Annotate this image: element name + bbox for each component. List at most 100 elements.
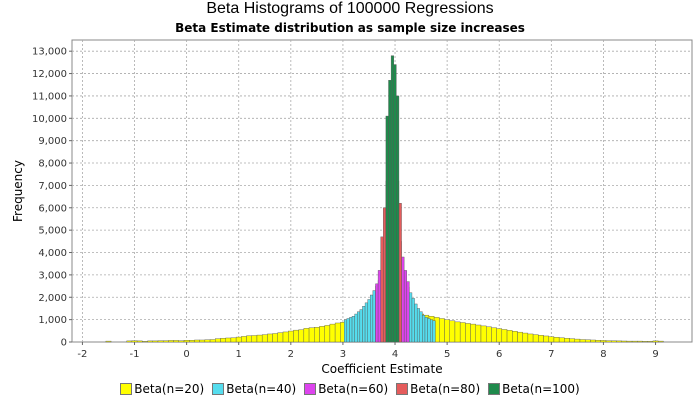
y-tick-label: 11,000 <box>32 91 67 102</box>
bar-series-1 <box>621 340 628 343</box>
bar-series-2 <box>364 302 368 343</box>
bar-series-1 <box>506 330 513 343</box>
bar-series-1 <box>642 341 648 343</box>
legend-item: Beta(n=100) <box>488 382 580 396</box>
y-tick-label: 0 <box>61 338 67 349</box>
bar-series-1 <box>288 330 294 343</box>
bar-series-3 <box>403 270 407 343</box>
x-tick-label: -2 <box>77 349 87 360</box>
bar-series-1 <box>486 326 492 343</box>
bar-series-1 <box>501 329 508 343</box>
chart-subtitle: Beta Estimate distribution as sample siz… <box>175 21 525 35</box>
x-tick-label: 6 <box>496 349 502 360</box>
bar-series-1 <box>657 340 664 343</box>
bar-series-1 <box>491 327 497 343</box>
bar-series-3 <box>375 283 379 343</box>
bar-series-1 <box>579 339 586 343</box>
bar-series-5 <box>393 64 397 343</box>
legend-swatch <box>304 383 317 395</box>
bar-series-1 <box>496 328 503 343</box>
bar-series-1 <box>590 339 596 343</box>
bar-series-2 <box>427 318 431 343</box>
bar-series-1 <box>314 327 320 343</box>
bar-series-1 <box>173 340 180 343</box>
bar-series-1 <box>293 329 299 343</box>
bar-series-1 <box>631 340 638 343</box>
bar-series-2 <box>349 317 353 343</box>
bar-series-1 <box>267 333 273 343</box>
bar-series-1 <box>459 322 466 343</box>
y-tick-label: 7,000 <box>38 181 67 192</box>
x-tick-label: 3 <box>340 349 346 360</box>
bar-series-1 <box>538 335 544 343</box>
bar-series-1 <box>136 340 143 343</box>
y-tick-label: 10,000 <box>32 114 67 125</box>
legend-swatch <box>396 383 409 395</box>
bar-series-1 <box>105 340 112 343</box>
y-tick-label: 5,000 <box>38 226 67 237</box>
bar-series-1 <box>256 334 263 343</box>
x-tick-label: 2 <box>288 349 294 360</box>
bar-series-1 <box>454 321 461 343</box>
bar-series-4 <box>380 236 384 343</box>
bar-series-1 <box>178 340 185 343</box>
bar-series-1 <box>611 340 617 343</box>
bar-series-1 <box>652 340 659 343</box>
x-tick-label: 4 <box>392 349 398 360</box>
y-tick-label: 9,000 <box>38 136 67 147</box>
bar-series-5 <box>396 95 400 343</box>
bar-series-2 <box>367 299 371 343</box>
bar-series-1 <box>465 323 471 343</box>
bar-series-1 <box>241 336 247 343</box>
y-tick-label: 3,000 <box>38 270 67 281</box>
y-axis-label: Frequency <box>11 160 25 222</box>
bar-series-1 <box>147 340 153 343</box>
y-tick-label: 1,000 <box>38 315 67 326</box>
axes: 0 1,000 2,000 3,000 4,000 5,000 6,000 7,000 8,00… <box>32 47 659 360</box>
bar-series-3 <box>406 281 410 343</box>
bar-series-1 <box>220 337 226 343</box>
bar-series-1 <box>480 325 487 343</box>
bar-series-2 <box>370 294 374 343</box>
bar-series-1 <box>225 337 232 343</box>
bar-series-1 <box>558 337 565 343</box>
bar-series-5 <box>388 80 392 343</box>
bar-series-1 <box>215 338 221 343</box>
bar-series-5 <box>385 115 389 343</box>
legend-item: Beta(n=20) <box>120 382 204 396</box>
bar-series-1 <box>251 335 258 343</box>
y-tick-label: 13,000 <box>32 47 67 58</box>
bar-series-2 <box>424 317 428 343</box>
bar-series-1 <box>183 340 190 343</box>
bar-series-1 <box>329 323 336 343</box>
legend-label: Beta(n=100) <box>502 382 580 396</box>
bar-series-2 <box>409 292 413 343</box>
x-tick-label: 8 <box>600 349 606 360</box>
bar-series-1 <box>637 340 643 343</box>
legend-item: Beta(n=60) <box>304 382 388 396</box>
bar-series-2 <box>411 298 415 343</box>
bar-series-3 <box>401 256 405 343</box>
bar-series-1 <box>199 339 206 343</box>
legend-label: Beta(n=40) <box>226 382 297 396</box>
bar-series-1 <box>308 327 315 343</box>
x-tick-label: 7 <box>548 349 554 360</box>
y-tick-label: 2,000 <box>38 293 67 304</box>
bar-series-1 <box>647 341 654 343</box>
bar-series-1 <box>131 340 138 343</box>
legend-swatch <box>120 383 133 395</box>
y-tick-label: 4,000 <box>38 248 67 259</box>
bar-series-1 <box>230 337 237 343</box>
legend-label: Beta(n=80) <box>410 382 481 396</box>
x-tick-label: -1 <box>130 349 140 360</box>
bar-series-4 <box>398 203 402 343</box>
legend-label: Beta(n=20) <box>134 382 205 396</box>
bar-series-1 <box>319 326 325 343</box>
bar-series-1 <box>512 331 518 343</box>
bar-series-1 <box>126 340 133 343</box>
bar-series-1 <box>189 340 195 343</box>
bar-series-1 <box>168 340 174 343</box>
bar-series-1 <box>527 333 534 343</box>
